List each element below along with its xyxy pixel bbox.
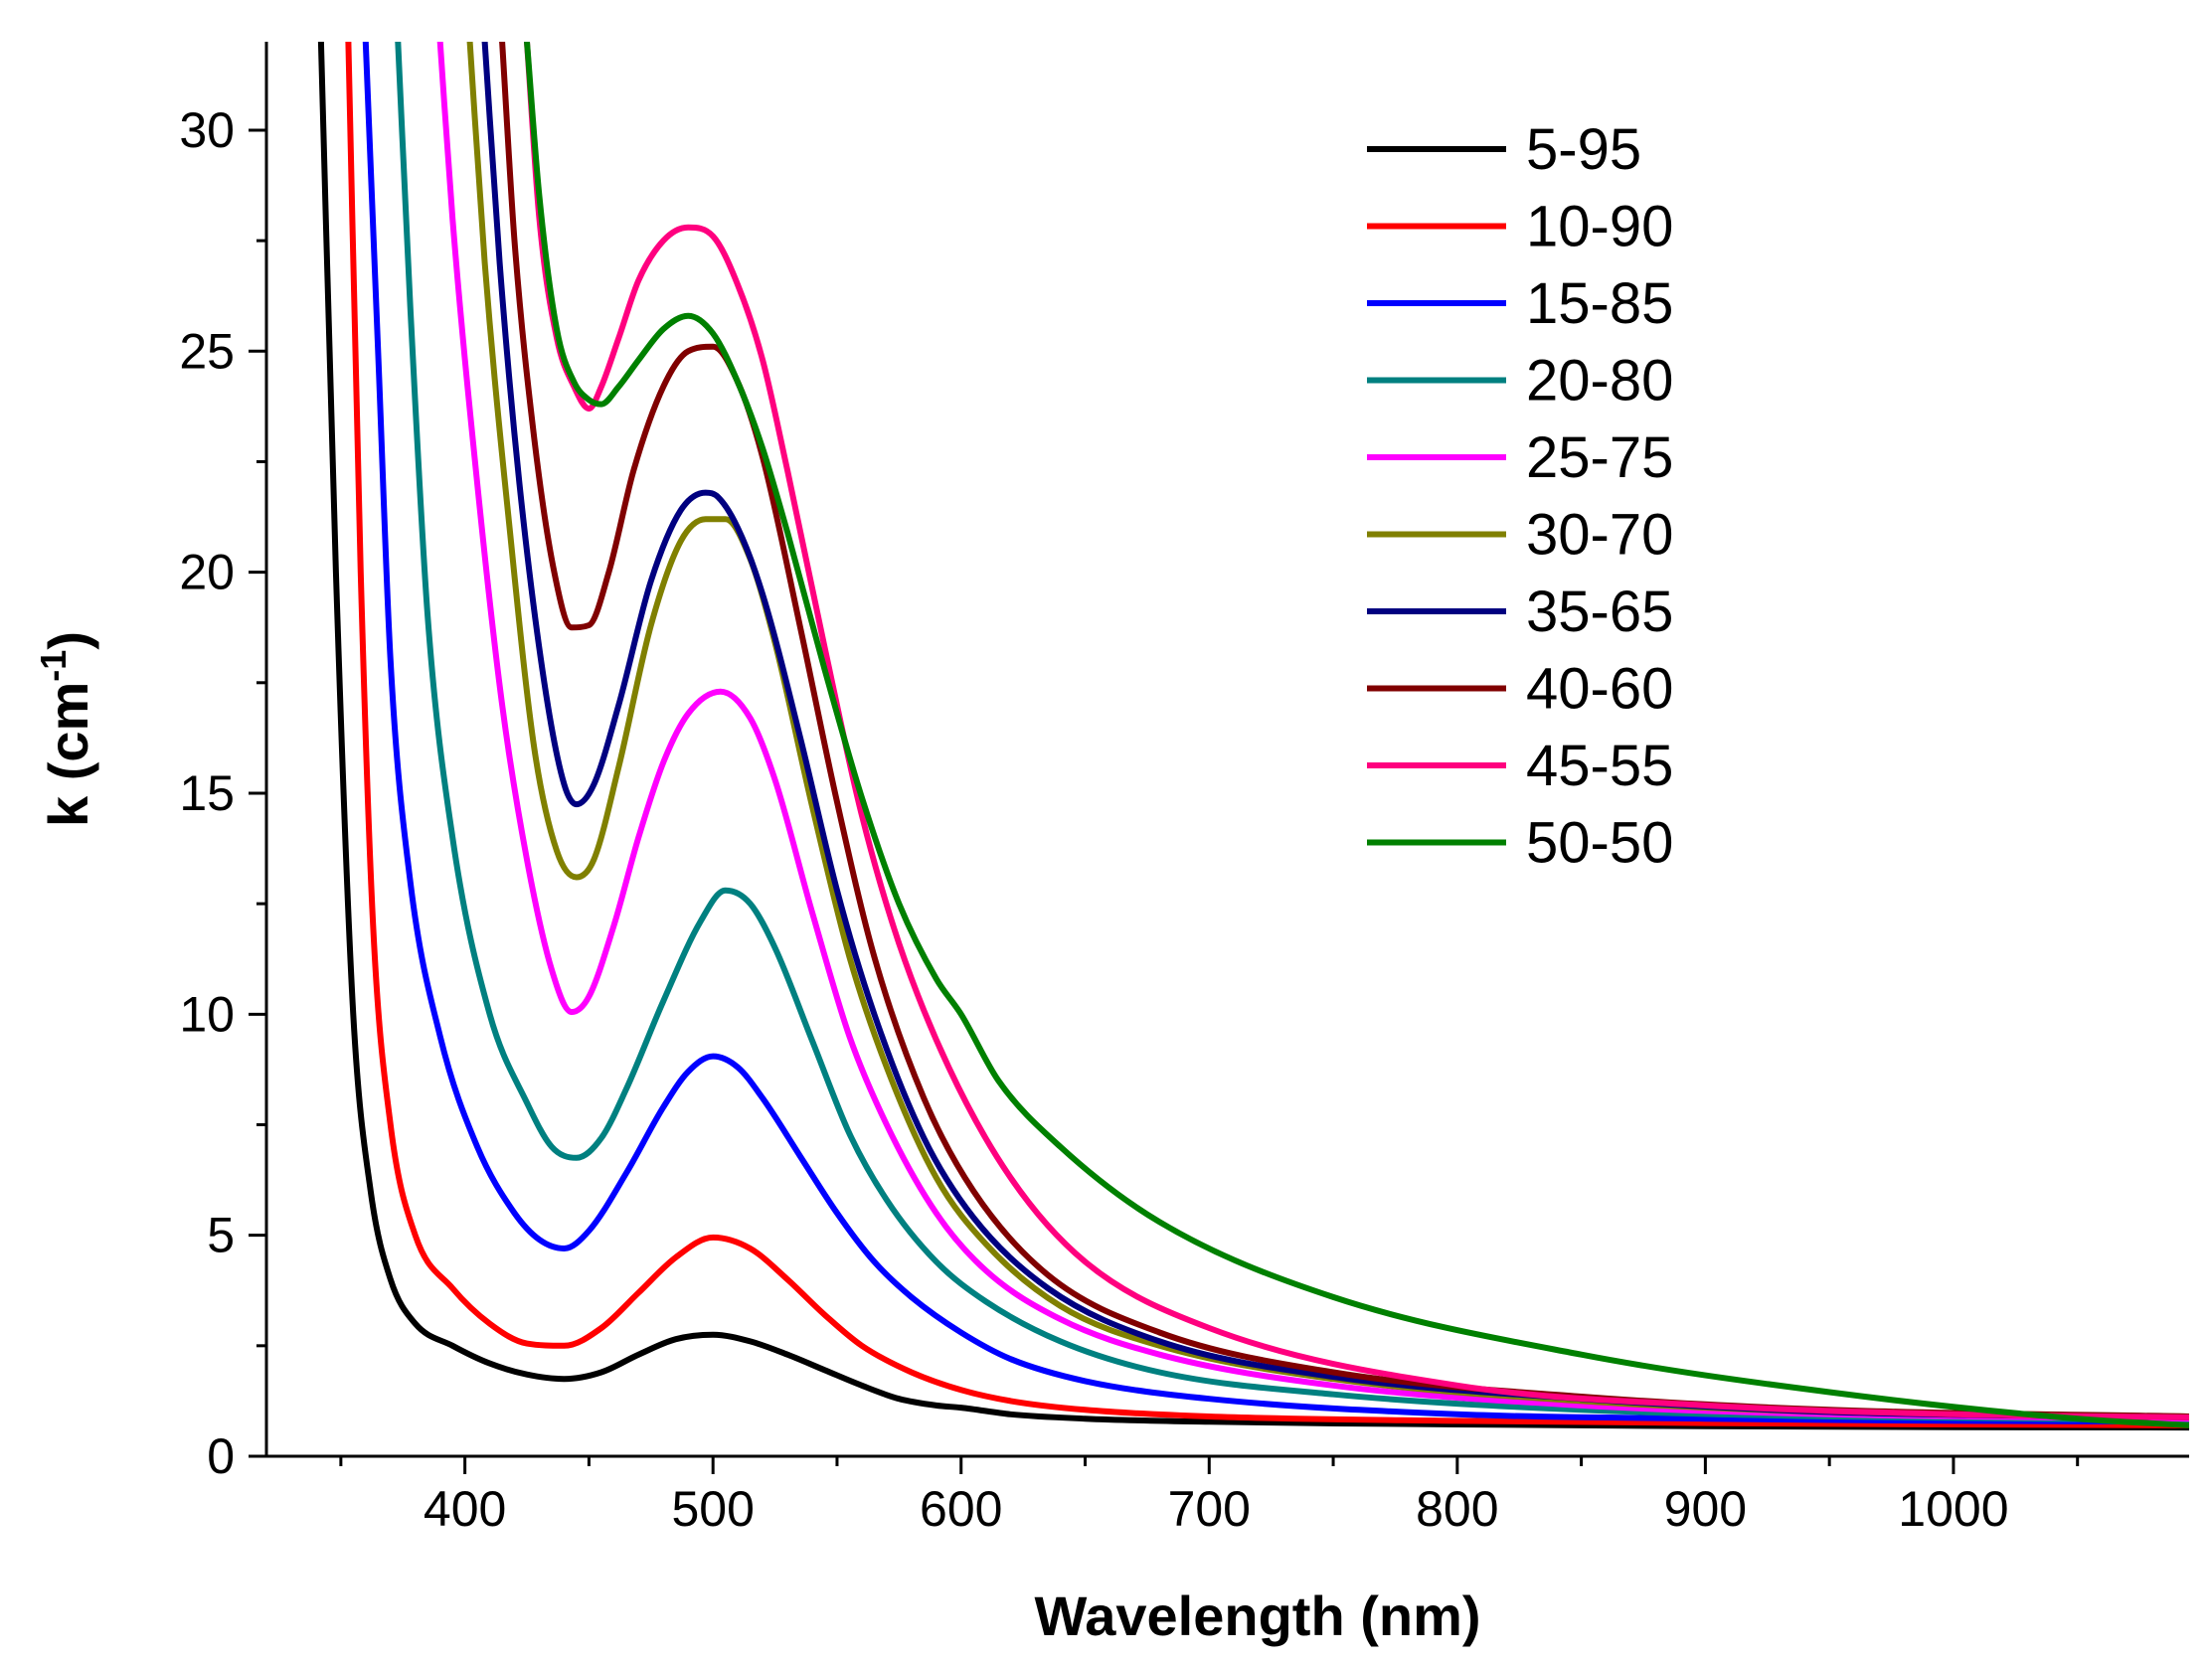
y-tick-label: 20 <box>179 545 235 600</box>
x-tick-label: 700 <box>1168 1481 1251 1537</box>
y-tick-label: 30 <box>179 102 235 158</box>
x-tick-label: 800 <box>1416 1481 1498 1537</box>
legend-label-5-95: 5-95 <box>1526 117 1641 182</box>
series-line-25-75 <box>436 42 2189 1422</box>
axes-layer <box>264 42 2189 1458</box>
y-axis-title-close: ) <box>37 631 99 650</box>
series-line-30-70 <box>466 42 2189 1419</box>
x-tick-label: 500 <box>671 1481 754 1537</box>
y-axis-title-superscript: -1 <box>33 650 74 682</box>
ticks-layer: 400 500 600 700 800 900 1000 0 5 10 15 20 25 30 <box>179 102 2080 1537</box>
legend-label-10-90: 10-90 <box>1526 195 1673 259</box>
legend-label-50-50: 50-50 <box>1526 811 1673 876</box>
legend: 5-95 10-90 15-85 20-80 25-75 30-70 35-65 40-60 4… <box>1367 117 1673 876</box>
series-line-40-60 <box>499 42 2189 1419</box>
x-tick-label: 600 <box>920 1481 1002 1537</box>
series-line-5-95 <box>317 42 2189 1431</box>
y-tick-label: 5 <box>207 1208 235 1263</box>
y-axis-title: k (cm-1) <box>33 631 99 827</box>
legend-label-25-75: 25-75 <box>1526 425 1673 490</box>
series-line-45-55 <box>524 42 2189 1420</box>
y-tick-label: 15 <box>179 765 235 821</box>
legend-label-40-60: 40-60 <box>1526 657 1673 722</box>
legend-label-35-65: 35-65 <box>1526 580 1673 644</box>
y-tick-label: 25 <box>179 323 235 379</box>
legend-label-20-80: 20-80 <box>1526 349 1673 414</box>
x-tick-label: 400 <box>424 1481 506 1537</box>
series-line-10-90 <box>345 42 2189 1428</box>
x-tick-label: 900 <box>1664 1481 1747 1537</box>
y-axis-title-main: k (cm <box>37 682 99 827</box>
series-line-15-85 <box>362 42 2189 1425</box>
x-axis-title: Wavelength (nm) <box>1034 1584 1480 1647</box>
series-layer <box>317 42 2189 1431</box>
series-line-35-65 <box>481 42 2189 1420</box>
series-line-50-50 <box>524 42 2189 1428</box>
y-tick-label: 0 <box>207 1428 235 1484</box>
y-tick-label: 10 <box>179 986 235 1042</box>
legend-label-30-70: 30-70 <box>1526 503 1673 568</box>
legend-label-15-85: 15-85 <box>1526 271 1673 336</box>
series-line-20-80 <box>395 42 2189 1423</box>
x-tick-label: 1000 <box>1898 1481 2008 1537</box>
legend-label-45-55: 45-55 <box>1526 734 1673 798</box>
